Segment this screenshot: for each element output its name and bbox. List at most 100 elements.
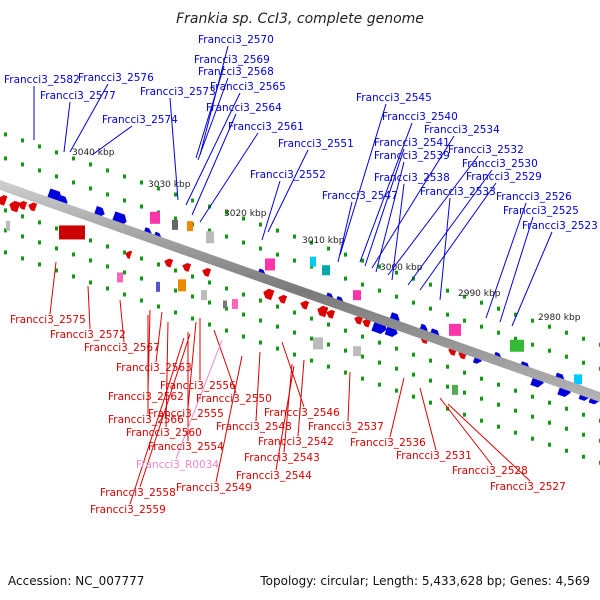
gene-label[interactable]: Francci3_2526 bbox=[496, 191, 572, 203]
gene-label-group[interactable]: Francci3_2545 bbox=[356, 92, 432, 104]
gene-label[interactable]: Francci3_2568 bbox=[198, 66, 274, 78]
gene-label[interactable]: Francci3_2575 bbox=[10, 314, 86, 326]
gene-label-group[interactable]: Francci3_2572 bbox=[50, 329, 126, 341]
gene-label[interactable]: Francci3_2558 bbox=[100, 487, 176, 499]
gene-label[interactable]: Francci3_2559 bbox=[90, 504, 166, 516]
gene-label-group[interactable]: Francci3_2574 bbox=[102, 114, 178, 126]
gene-label-group[interactable]: Francci3_2526 bbox=[496, 191, 572, 203]
gene-label-group[interactable]: Francci3_2555 bbox=[148, 408, 224, 420]
gene-label[interactable]: Francci3_2549 bbox=[176, 482, 252, 494]
gene-label-group[interactable]: Francci3_2552 bbox=[250, 169, 326, 181]
gene-label-group[interactable]: Francci3_2560 bbox=[126, 427, 202, 439]
gene-label[interactable]: Francci3_2573 bbox=[140, 86, 216, 98]
gene-label[interactable]: Francci3_2562 bbox=[108, 391, 184, 403]
gene-label-group[interactable]: Francci3_2536 bbox=[350, 437, 426, 449]
gene-label[interactable]: Francci3_2538 bbox=[374, 172, 450, 184]
gene-label-group[interactable]: Francci3_2544 bbox=[236, 470, 312, 482]
gene-label[interactable]: Francci3_2529 bbox=[466, 171, 542, 183]
gene-label[interactable]: Francci3_2572 bbox=[50, 329, 126, 341]
gene-label[interactable]: Francci3_2560 bbox=[126, 427, 202, 439]
gene-label-group[interactable]: Francci3_2556 bbox=[160, 380, 236, 392]
gene-label[interactable]: Francci3_2564 bbox=[206, 102, 282, 114]
gene-label-group[interactable]: Francci3_2570 bbox=[198, 34, 274, 46]
gene-label[interactable]: Francci3_2561 bbox=[228, 121, 304, 133]
gene-label[interactable]: Francci3_2528 bbox=[452, 465, 528, 477]
gene-label[interactable]: Francci3_2543 bbox=[244, 452, 320, 464]
gene-label-group[interactable]: Francci3_2541 bbox=[374, 137, 450, 149]
gene-label[interactable]: Francci3_2539 bbox=[374, 150, 450, 162]
gene-label-group[interactable]: Francci3_2530 bbox=[462, 158, 538, 170]
gene-label[interactable]: Francci3_2567 bbox=[84, 342, 160, 354]
gene-label[interactable]: Francci3_2541 bbox=[374, 137, 450, 149]
gene-label-group[interactable]: Francci3_2576 bbox=[78, 72, 154, 84]
gene-label[interactable]: Francci3_2542 bbox=[258, 436, 334, 448]
gene-label-group[interactable]: Francci3_R0034 bbox=[136, 459, 219, 471]
gene-label[interactable]: Francci3_2545 bbox=[356, 92, 432, 104]
gene-label[interactable]: Francci3_2523 bbox=[522, 220, 598, 232]
gene-label[interactable]: Francci3_2548 bbox=[216, 421, 292, 433]
gene-label-group[interactable]: Francci3_2534 bbox=[424, 124, 500, 136]
gene-label-group[interactable]: Francci3_2543 bbox=[244, 452, 320, 464]
gene-label-group[interactable]: Francci3_2568 bbox=[198, 66, 274, 78]
gene-label-group[interactable]: Francci3_2542 bbox=[258, 436, 334, 448]
gene-label-group[interactable]: Francci3_2537 bbox=[308, 421, 384, 433]
gene-label[interactable]: Francci3_2577 bbox=[40, 90, 116, 102]
gene-label-group[interactable]: Francci3_2582 bbox=[4, 74, 80, 86]
gene-label[interactable]: Francci3_2536 bbox=[350, 437, 426, 449]
gene-label[interactable]: Francci3_2565 bbox=[210, 81, 286, 93]
gene-label-group[interactable]: Francci3_2532 bbox=[448, 144, 524, 156]
gene-label-group[interactable]: Francci3_2549 bbox=[176, 482, 252, 494]
gene-label-group[interactable]: Francci3_2566 bbox=[108, 414, 184, 426]
gene-label-group[interactable]: Francci3_2527 bbox=[490, 481, 566, 493]
gene-label-group[interactable]: Francci3_2525 bbox=[503, 205, 579, 217]
gene-label[interactable]: Francci3_2574 bbox=[102, 114, 178, 126]
gene-label[interactable]: Francci3_2540 bbox=[382, 111, 458, 123]
gene-label-group[interactable]: Francci3_2538 bbox=[374, 172, 450, 184]
gene-label-group[interactable]: Francci3_2546 bbox=[264, 407, 340, 419]
gene-label-group[interactable]: Francci3_2548 bbox=[216, 421, 292, 433]
gene-label-group[interactable]: Francci3_2523 bbox=[522, 220, 598, 232]
gene-label[interactable]: Francci3_2534 bbox=[424, 124, 500, 136]
gene-label-group[interactable]: Francci3_2539 bbox=[374, 150, 450, 162]
gene-label-group[interactable]: Francci3_2550 bbox=[196, 393, 272, 405]
gene-label[interactable]: Francci3_2533 bbox=[420, 186, 496, 198]
gene-label[interactable]: Francci3_2554 bbox=[148, 441, 224, 453]
gene-label-group[interactable]: Francci3_2558 bbox=[100, 487, 176, 499]
gene-label[interactable]: Francci3_2569 bbox=[194, 54, 270, 66]
gene-label-group[interactable]: Francci3_2529 bbox=[466, 171, 542, 183]
gene-label[interactable]: Francci3_2525 bbox=[503, 205, 579, 217]
gene-label-group[interactable]: Francci3_2547 bbox=[322, 190, 398, 202]
gene-label-group[interactable]: Francci3_2554 bbox=[148, 441, 224, 453]
gene-label-group[interactable]: Francci3_2577 bbox=[40, 90, 116, 102]
gene-label-group[interactable]: Francci3_2559 bbox=[90, 504, 166, 516]
gene-label[interactable]: Francci3_2566 bbox=[108, 414, 184, 426]
gene-label-group[interactable]: Francci3_2564 bbox=[206, 102, 282, 114]
gene-label-group[interactable]: Francci3_2573 bbox=[140, 86, 216, 98]
gene-label[interactable]: Francci3_2550 bbox=[196, 393, 272, 405]
gene-label[interactable]: Francci3_2532 bbox=[448, 144, 524, 156]
gene-label-group[interactable]: Francci3_2567 bbox=[84, 342, 160, 354]
gene-label-group[interactable]: Francci3_2561 bbox=[228, 121, 304, 133]
gene-label[interactable]: Francci3_2551 bbox=[278, 138, 354, 150]
gene-label[interactable]: Francci3_2555 bbox=[148, 408, 224, 420]
gene-label[interactable]: Francci3_2576 bbox=[78, 72, 154, 84]
gene-label-group[interactable]: Francci3_2540 bbox=[382, 111, 458, 123]
gene-label[interactable]: Francci3_R0034 bbox=[136, 459, 219, 471]
gene-label[interactable]: Francci3_2552 bbox=[250, 169, 326, 181]
gene-label-group[interactable]: Francci3_2575 bbox=[10, 314, 86, 326]
gene-label-group[interactable]: Francci3_2565 bbox=[210, 81, 286, 93]
gene-label-group[interactable]: Francci3_2569 bbox=[194, 54, 270, 66]
gene-label-group[interactable]: Francci3_2531 bbox=[396, 450, 472, 462]
gene-label-group[interactable]: Francci3_2563 bbox=[116, 362, 192, 374]
gene-label[interactable]: Francci3_2582 bbox=[4, 74, 80, 86]
gene-label-group[interactable]: Francci3_2528 bbox=[452, 465, 528, 477]
gene-label[interactable]: Francci3_2546 bbox=[264, 407, 340, 419]
gene-label[interactable]: Francci3_2530 bbox=[462, 158, 538, 170]
gene-label[interactable]: Francci3_2544 bbox=[236, 470, 312, 482]
gene-label-group[interactable]: Francci3_2533 bbox=[420, 186, 496, 198]
gene-label[interactable]: Francci3_2570 bbox=[198, 34, 274, 46]
gene-label-group[interactable]: Francci3_2562 bbox=[108, 391, 184, 403]
gene-label[interactable]: Francci3_2547 bbox=[322, 190, 398, 202]
gene-label[interactable]: Francci3_2563 bbox=[116, 362, 192, 374]
gene-label[interactable]: Francci3_2527 bbox=[490, 481, 566, 493]
